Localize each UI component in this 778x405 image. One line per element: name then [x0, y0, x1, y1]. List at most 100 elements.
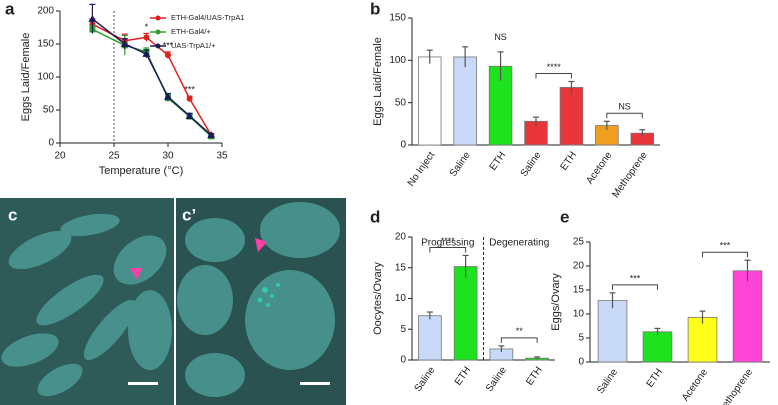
x-tick-label: 20: [54, 151, 66, 162]
panel-label: c: [8, 205, 17, 224]
y-tick-label: 150: [389, 13, 406, 24]
annotation: NS: [494, 32, 507, 42]
bar: [453, 56, 477, 146]
x-tick-label: 25: [108, 151, 120, 162]
annotation: ****: [441, 236, 456, 246]
y-axis-label: Eggs Laid/Female: [20, 33, 32, 122]
bar: [417, 56, 442, 146]
x-tick-label: Acetone: [680, 367, 710, 404]
annotation: **: [516, 326, 524, 336]
panel-label: b: [370, 0, 380, 18]
legend-label: ETH-Gal4/UAS-TrpA1: [171, 13, 245, 22]
series-line: [91, 18, 212, 136]
legend-marker: [155, 15, 161, 21]
micrograph-panels: c c’: [0, 198, 346, 405]
x-tick-label: ETH: [559, 150, 579, 173]
annotation: *: [145, 22, 149, 32]
y-tick-label: 5: [400, 324, 406, 335]
arrowhead: [130, 268, 142, 280]
bar: [732, 270, 763, 363]
y-tick-label: 0: [400, 355, 406, 366]
marker: [88, 14, 97, 22]
y-tick-label: 100: [389, 55, 406, 66]
y-tick-label: 25: [573, 237, 585, 248]
degenerating-cells: [257, 283, 280, 307]
x-tick-label: Methoprene: [610, 150, 650, 200]
significance-bracket: [429, 246, 467, 253]
marker: [143, 34, 150, 41]
legend-label: ETH-Gal4/+: [171, 27, 211, 36]
y-tick-label: 15: [395, 262, 407, 273]
x-tick-label: ETH: [524, 365, 544, 388]
marker: [120, 40, 129, 47]
x-tick-label: Saline: [595, 367, 620, 396]
group-label: Progressing: [421, 238, 474, 249]
marker: [207, 131, 216, 139]
x-tick-label: No Inject: [406, 150, 438, 189]
y-tick-label: 15: [573, 285, 585, 296]
panel-label: a: [5, 0, 15, 18]
panel-label: c’: [182, 205, 196, 224]
x-tick-label: Methoprene: [715, 367, 755, 405]
y-tick-label: 0: [48, 138, 54, 149]
annotation: ****: [547, 62, 562, 72]
group-label: Degenerating: [489, 238, 549, 249]
x-tick-label: Saline: [448, 150, 473, 179]
x-tick-label: ETH: [453, 365, 473, 388]
y-tick-label: 0: [578, 357, 584, 368]
x-tick-label: ETH: [645, 367, 665, 390]
y-tick-label: 100: [37, 72, 54, 83]
marker: [186, 95, 193, 102]
y-tick-label: 50: [395, 97, 407, 108]
scale-bar: [128, 382, 158, 385]
y-tick-label: 10: [395, 293, 407, 304]
bar: [642, 331, 673, 363]
x-tick-label: 35: [216, 151, 228, 162]
marker: [142, 49, 151, 57]
y-tick-label: 5: [578, 333, 584, 344]
y-axis-label: Eggs Laid/Female: [372, 37, 384, 126]
x-tick-label: Acetone: [584, 150, 614, 187]
x-tick-label: Saline: [413, 365, 438, 394]
y-tick-label: 10: [573, 309, 585, 320]
x-tick-label: Saline: [484, 365, 509, 394]
y-axis-label: Eggs/Ovary: [550, 273, 562, 331]
y-axis-label: Oocytes/Ovary: [372, 262, 384, 335]
legend-marker: [155, 29, 161, 35]
significance-bracket: [606, 112, 643, 119]
annotation: NS: [618, 102, 631, 112]
bar: [559, 87, 584, 146]
bar: [687, 316, 718, 363]
marker: [165, 52, 171, 59]
scale-bar: [300, 382, 330, 385]
arrowhead: [255, 238, 267, 252]
marker: [164, 92, 172, 100]
egg-chambers: [1, 202, 340, 397]
marker: [185, 111, 194, 119]
y-tick-label: 20: [395, 232, 407, 243]
annotation: ***: [720, 241, 731, 251]
y-tick-label: 20: [573, 261, 585, 272]
legend-marker: [155, 43, 161, 49]
significance-bracket: [702, 251, 748, 258]
significance-bracket: [612, 284, 658, 290]
x-tick-label: Saline: [519, 150, 544, 179]
annotation: ***: [184, 85, 195, 95]
annotation: ***: [163, 40, 174, 50]
y-tick-label: 0: [400, 140, 406, 151]
y-tick-label: 50: [43, 105, 55, 116]
y-tick-label: 200: [37, 6, 54, 17]
x-tick-label: ETH: [488, 150, 508, 173]
significance-bracket: [535, 73, 572, 79]
annotation: ***: [630, 273, 641, 283]
legend-label: UAS-TrpA1/+: [171, 41, 216, 50]
bar: [418, 315, 442, 361]
bar: [597, 300, 628, 363]
bar: [453, 266, 478, 361]
x-tick-label: 30: [162, 151, 174, 162]
y-tick-label: 150: [37, 39, 54, 50]
panel-label: d: [370, 207, 380, 226]
panel-label: e: [560, 207, 569, 226]
x-axis-label: Temperature (°C): [99, 165, 183, 177]
